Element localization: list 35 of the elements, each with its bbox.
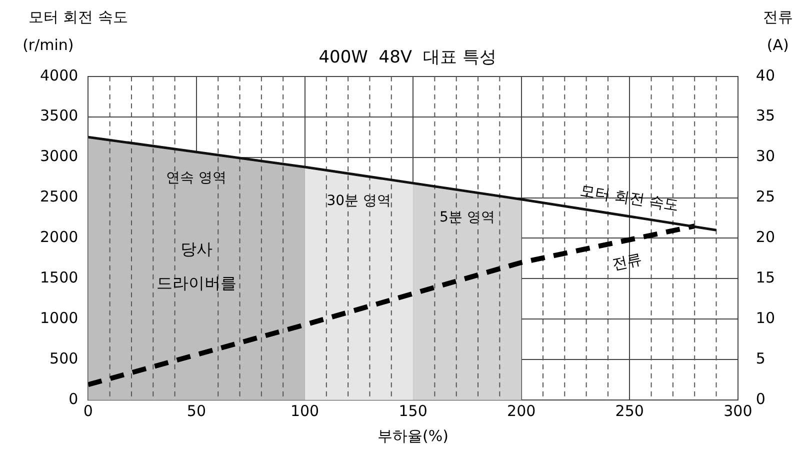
band-label: 연속 영역 xyxy=(166,170,227,186)
x-tick-label: 200 xyxy=(507,402,536,420)
x-tick-label: 0 xyxy=(83,402,93,420)
x-tick-label: 50 xyxy=(186,402,206,420)
y-tick-label: 3000 xyxy=(40,147,78,166)
y2-tick-label: 35 xyxy=(756,106,776,125)
y2-tick-label: 15 xyxy=(756,268,776,287)
x-tick-label: 150 xyxy=(398,402,428,420)
y2-tick-label: 10 xyxy=(756,308,776,327)
y-tick-label: 4000 xyxy=(40,66,78,84)
band-label: 30분 영역 xyxy=(326,193,392,210)
y2-tick-label: 25 xyxy=(756,188,776,206)
text: 전류 xyxy=(610,249,644,274)
y-tick-label: 2000 xyxy=(40,228,78,246)
y2-tick-label: 30 xyxy=(756,147,776,166)
y-axis-title: 모터 회전 속도 (r/min) xyxy=(22,8,128,54)
y2-tick-label: 20 xyxy=(756,228,776,246)
y2-tick-label: 40 xyxy=(756,66,776,84)
y-tick-label: 1500 xyxy=(40,268,78,287)
x-axis-title: 부하율(%) xyxy=(378,426,449,445)
text: 모터 회전 속도 xyxy=(579,181,680,214)
x-tick-label: 300 xyxy=(724,402,752,420)
y-tick-label: 500 xyxy=(50,349,78,368)
annotation: 당사 드라이버를 xyxy=(156,239,236,292)
band-label: 5분 영역 xyxy=(440,209,495,226)
x-tick-label: 100 xyxy=(290,402,320,420)
y-tick-label: 2500 xyxy=(40,188,78,206)
y2-axis-title: 전류 (A) xyxy=(762,8,793,54)
chart-title: 400W 48V 대표 특성 xyxy=(318,48,496,68)
y2-tick-label: 5 xyxy=(756,349,766,368)
y-tick-label: 0 xyxy=(68,390,78,408)
y2-tick-label: 0 xyxy=(756,390,766,408)
y-tick-label: 1000 xyxy=(40,308,78,327)
y-tick-label: 3500 xyxy=(40,106,78,125)
x-tick-label: 250 xyxy=(615,402,644,420)
